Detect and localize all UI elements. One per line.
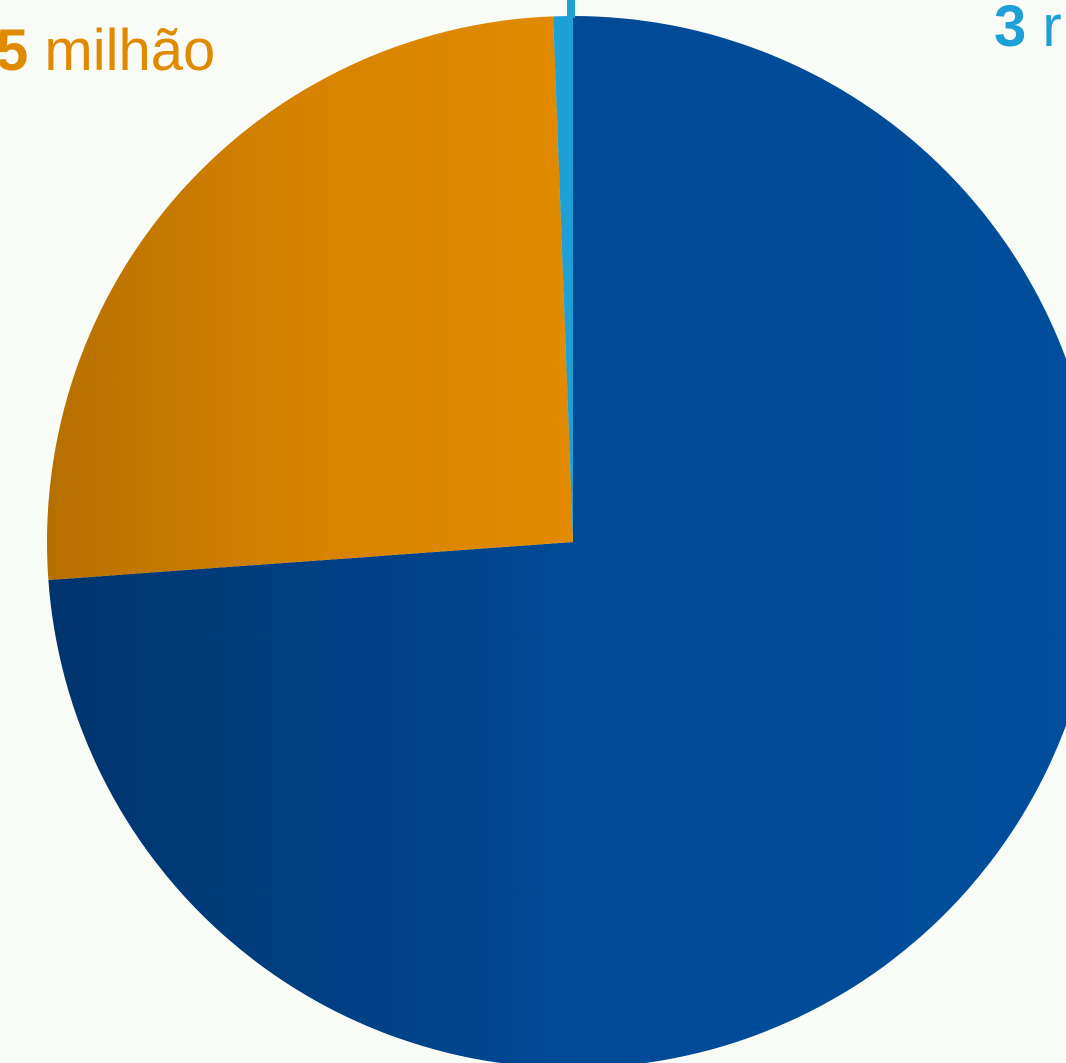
orange-slice-unit: milhão	[44, 18, 216, 83]
orange-slice-value: 5	[0, 18, 29, 83]
slice-orange	[47, 16, 573, 580]
slice-blue	[48, 16, 1066, 1063]
blue-slice-value: 3	[994, 0, 1027, 59]
slice-cyan-leader	[567, 0, 575, 18]
blue-slice-unit: r	[1042, 0, 1062, 59]
orange-slice-label: 5 milhão	[0, 22, 215, 80]
blue-slice-label: 3 r	[994, 0, 1062, 56]
slice-cyan	[553, 16, 573, 542]
